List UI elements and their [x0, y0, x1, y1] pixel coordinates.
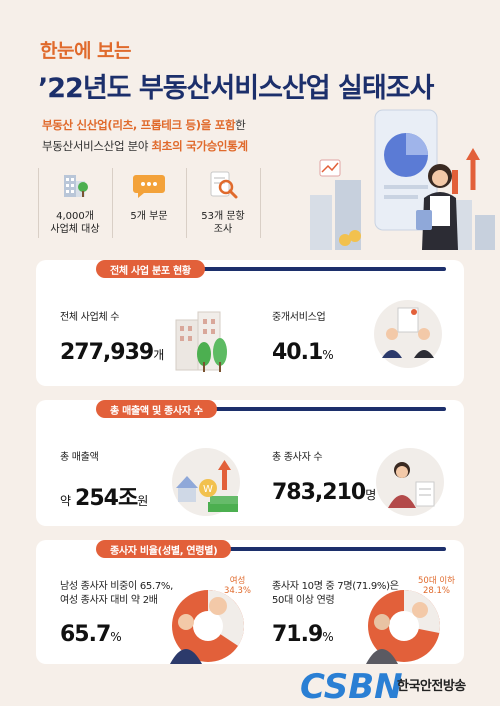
value-unit: %	[322, 348, 334, 362]
svg-text:W: W	[203, 484, 213, 495]
section-title: 전체 사업 분포 현황	[96, 260, 205, 278]
value-number: 277,939	[60, 340, 154, 365]
pie-label-line2: 28.1%	[422, 586, 450, 596]
male-figure	[170, 649, 202, 664]
buildings-trees-illustration	[175, 311, 227, 372]
buildings-icon	[64, 175, 88, 197]
brokerage-label: 중개서비스업	[272, 312, 326, 323]
value-number: 783,210	[272, 480, 366, 505]
value-unit: %	[110, 630, 122, 644]
value-unit: 원	[137, 494, 149, 508]
value-number: 254조	[75, 486, 138, 511]
age-ratio-text: 종사자 10명 중 7명(71.9%)은 50대 이상 연령	[272, 580, 399, 608]
feature-sections: 5개 부문	[114, 165, 184, 243]
pie-label-line1: 50대 이하	[418, 576, 455, 586]
female-avatar	[209, 597, 227, 615]
value-number: 71.9	[272, 622, 323, 647]
pie-hole	[193, 611, 223, 641]
older-avatar	[374, 614, 390, 630]
hero-illustration	[310, 109, 495, 250]
feature-label-line1: 4,000개	[56, 211, 94, 222]
text-line-1: 종사자 10명 중 7명(71.9%)은	[272, 581, 399, 592]
older-figure	[366, 649, 398, 664]
total-business-label: 전체 사업체 수	[60, 312, 120, 323]
divider	[38, 168, 39, 238]
age-pie-chart	[366, 590, 441, 664]
feature-label-line1: 53개 문항	[201, 211, 245, 222]
section-title: 종사자 비율(성별, 연령별)	[96, 540, 232, 558]
young-avatar	[412, 602, 428, 618]
text-line-2: 50대 이상 연령	[272, 595, 335, 606]
section-title: 총 매출액 및 종사자 수	[96, 400, 217, 418]
divider	[112, 168, 113, 238]
pie-label-line1: 여성	[229, 576, 246, 586]
gender-ratio-text: 남성 종사자 비중이 65.7%, 여성 종사자 대비 약 2배	[60, 580, 173, 608]
under50-ratio-label: 50대 이하 28.1%	[418, 576, 455, 596]
feature-label-line1: 5개 부문	[130, 211, 168, 222]
employees-value: 783,210명	[272, 480, 376, 505]
page-subtitle: 한눈에 보는	[40, 40, 132, 62]
divider	[186, 168, 187, 238]
intro-line-2: 부동산서비스산업 분야 최초의 국가승인통계	[42, 138, 248, 154]
feature-label-line2: 사업체 대상	[50, 224, 100, 235]
money-houses-illustration: W	[172, 448, 240, 516]
intro-highlight-2: 최초의 국가승인통계	[151, 139, 249, 153]
pie-label-line2: 34.3%	[224, 586, 252, 596]
section-title-bar	[186, 407, 446, 411]
pie-hole	[389, 611, 419, 641]
section-revenue-employees: 총 매출액 및 종사자 수 총 매출액 약 254조원 W 총 종사자 수 783…	[36, 400, 464, 526]
over50-ratio-value: 71.9%	[272, 622, 334, 647]
magnifier-document-icon	[210, 171, 238, 199]
value-unit: %	[322, 630, 334, 644]
text-line-1: 남성 종사자 비중이 65.7%,	[60, 581, 173, 592]
broadcaster-name: 한국안전방송	[397, 679, 466, 694]
section-business-distribution: 전체 사업 분포 현황 전체 사업체 수 277,939개 중개서비스업 40.…	[36, 260, 464, 386]
male-ratio-value: 65.7%	[60, 622, 122, 647]
gender-pie-chart	[170, 590, 245, 664]
total-business-value: 277,939개	[60, 340, 164, 365]
male-avatar	[178, 614, 194, 630]
female-ratio-label: 여성 34.3%	[224, 576, 251, 596]
intro-rest: 한	[235, 118, 246, 132]
value-number: 40.1	[272, 340, 323, 365]
divider	[260, 168, 261, 238]
employee-illustration	[376, 448, 444, 516]
text-line-2: 여성 종사자 대비 약 2배	[60, 595, 158, 606]
value-prefix: 약	[60, 494, 72, 508]
section-title-bar	[186, 547, 446, 551]
intro-text: 부동산서비스산업 분야	[42, 139, 152, 153]
section-title-bar	[186, 267, 446, 271]
brokers-illustration	[374, 300, 442, 368]
intro-highlight: 부동산 신산업(리츠, 프롭테크 등)을 포함	[42, 118, 236, 132]
intro-line-1: 부동산 신산업(리츠, 프롭테크 등)을 포함한	[42, 117, 246, 133]
csbn-logo: CSBN	[300, 667, 403, 706]
section-employee-ratio: 종사자 비율(성별, 연령별) 남성 종사자 비중이 65.7%, 여성 종사자 …	[36, 540, 464, 664]
page-title: ’22년도 부동산서비스산업 실태조사	[38, 73, 434, 104]
value-unit: 명	[365, 488, 377, 502]
revenue-label: 총 매출액	[60, 452, 99, 463]
feature-label-line2: 조사	[213, 224, 233, 235]
employees-label: 총 종사자 수	[272, 452, 323, 463]
chat-bubble-icon	[133, 175, 165, 198]
revenue-value: 약 254조원	[60, 480, 148, 512]
brokerage-value: 40.1%	[272, 340, 334, 365]
value-number: 65.7	[60, 622, 111, 647]
value-unit: 개	[153, 348, 165, 362]
svg-text:CSBN: CSBN	[300, 667, 403, 706]
